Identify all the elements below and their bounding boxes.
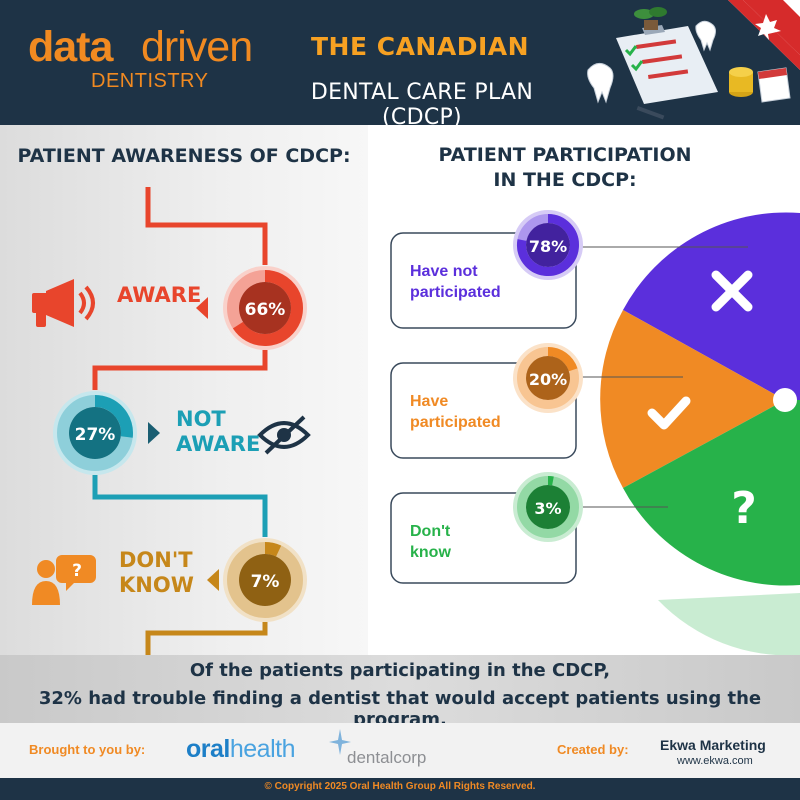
path-segment-not-aware <box>92 475 268 537</box>
path-segment-aware <box>145 187 268 265</box>
copyright-band <box>0 778 800 800</box>
footer <box>0 723 800 778</box>
dentalcorp-logo: dentalcorp <box>347 748 427 767</box>
percent-label-not-aware: 27% <box>75 425 116 445</box>
pie-wedge-reflection <box>658 593 800 655</box>
label-not-participated-line2: participated <box>410 283 501 301</box>
label-not-aware-line1: NOT <box>176 407 226 431</box>
label-participated-line2: participated <box>410 413 501 431</box>
pointer-not-aware <box>148 422 160 444</box>
label-dont-know-part-line2: know <box>410 543 451 561</box>
awareness-donut-2-arc <box>264 542 282 557</box>
path-segment-dont-know <box>145 622 268 655</box>
pointer-dont-know <box>207 569 219 591</box>
ekwa-url[interactable]: www.ekwa.com <box>677 755 753 767</box>
label-not-aware-line2: AWARE <box>176 432 261 457</box>
label-not-aware: NOT AWARE <box>176 407 266 457</box>
canada-flag-icon <box>728 0 800 70</box>
coins-icon <box>729 67 753 97</box>
ekwa-name: Ekwa Marketing <box>660 737 766 753</box>
participation-chart: ? 78% 20% 3% <box>390 210 800 655</box>
donut-participated <box>513 343 583 413</box>
participation-donut-2-center <box>526 485 570 529</box>
logo-word-data: data <box>28 23 113 71</box>
pie-wedge-dont-know <box>623 400 800 586</box>
percent-label-participated: 20% <box>529 370 567 389</box>
pie-center <box>773 388 797 412</box>
person-question-icon: ? <box>32 555 96 605</box>
pointer-aware <box>196 297 208 319</box>
pen-icon <box>636 106 665 120</box>
eye-slash-icon <box>257 415 311 455</box>
donut-not-aware <box>53 391 137 475</box>
megaphone-icon <box>32 279 95 327</box>
pie-wedge-not-participated <box>623 212 800 400</box>
donut-aware <box>223 266 307 350</box>
label-dont-know-line2: KNOW <box>119 573 194 598</box>
participation-title-line2: IN THE CDCP: <box>493 168 637 191</box>
copyright-text: © Copyright 2025 Oral Health Group All R… <box>264 781 536 792</box>
percent-label-dont-know-part: 3% <box>534 499 561 518</box>
plant-icon <box>634 7 667 30</box>
percent-label-not-participated: 78% <box>529 237 567 256</box>
donut-dont-know <box>223 538 307 622</box>
clipboard-icon <box>616 25 718 104</box>
label-aware: AWARE <box>117 283 202 307</box>
label-dont-know-part-line1: Don't <box>410 523 451 540</box>
question-icon: ? <box>731 483 757 534</box>
label-not-participated-line1: Have not <box>410 263 478 280</box>
svg-text:?: ? <box>72 561 82 581</box>
label-participated-line1: Have <box>410 393 449 410</box>
check-icon <box>647 396 691 430</box>
page-title-line1: THE CANADIAN <box>310 32 530 61</box>
awareness-donut-2-center <box>239 554 291 606</box>
logo-subtitle: DENTISTRY <box>91 70 209 92</box>
label-not-participated: Have not participated <box>410 262 520 304</box>
donut-dont-know <box>513 472 583 542</box>
awareness-chart: 66% 27% 7% ? <box>32 187 311 655</box>
header-illustration <box>587 0 800 120</box>
tooth-icon <box>587 20 716 104</box>
participation-donut-1-center <box>526 356 570 400</box>
oralhealth-logo: oralhealth <box>186 735 295 764</box>
label-dont-know-line1: DON'T <box>119 548 193 572</box>
summary-line1: Of the patients participating in the CDC… <box>189 660 611 681</box>
percent-label-aware: 66% <box>245 300 286 320</box>
x-icon <box>711 270 753 312</box>
summary-band <box>0 655 800 723</box>
calendar-icon <box>757 67 791 103</box>
awareness-donut-0-center <box>239 282 291 334</box>
label-dont-know-part: Don't know <box>410 522 520 564</box>
participation-donut-0-arc <box>517 214 579 276</box>
brought-to-you-label: Brought to you by: <box>29 742 146 757</box>
awareness-donut-1-arc <box>94 395 133 438</box>
logo-word-driven: driven <box>141 23 253 71</box>
path-segment-aware-to-not-aware <box>92 350 268 390</box>
awareness-donut-0-arc <box>232 270 303 346</box>
donut-not-participated <box>513 210 583 280</box>
participation-donut-1-arc <box>547 347 578 372</box>
participation-title-line1: PATIENT PARTICIPATION <box>438 144 692 166</box>
label-participated: Have participated <box>410 392 520 434</box>
participation-donut-0-center <box>526 223 570 267</box>
participation-title: PATIENT PARTICIPATION IN THE CDCP: <box>400 143 730 192</box>
page-title-line2: DENTAL CARE PLAN (CDCP) <box>310 80 534 130</box>
pie-wedges <box>600 212 800 655</box>
label-dont-know: DON'T KNOW <box>119 548 199 598</box>
created-by-label: Created by: <box>557 742 629 757</box>
oralhealth-logo-health: health <box>229 735 296 763</box>
awareness-donut-1-center <box>69 407 121 459</box>
dentalcorp-spark-icon <box>329 729 351 755</box>
percent-label-dont-know: 7% <box>251 572 280 592</box>
awareness-title: PATIENT AWARENESS OF CDCP: <box>17 145 351 167</box>
oralhealth-logo-oral: oral <box>186 735 230 763</box>
pie-wedge-participated <box>600 310 785 488</box>
